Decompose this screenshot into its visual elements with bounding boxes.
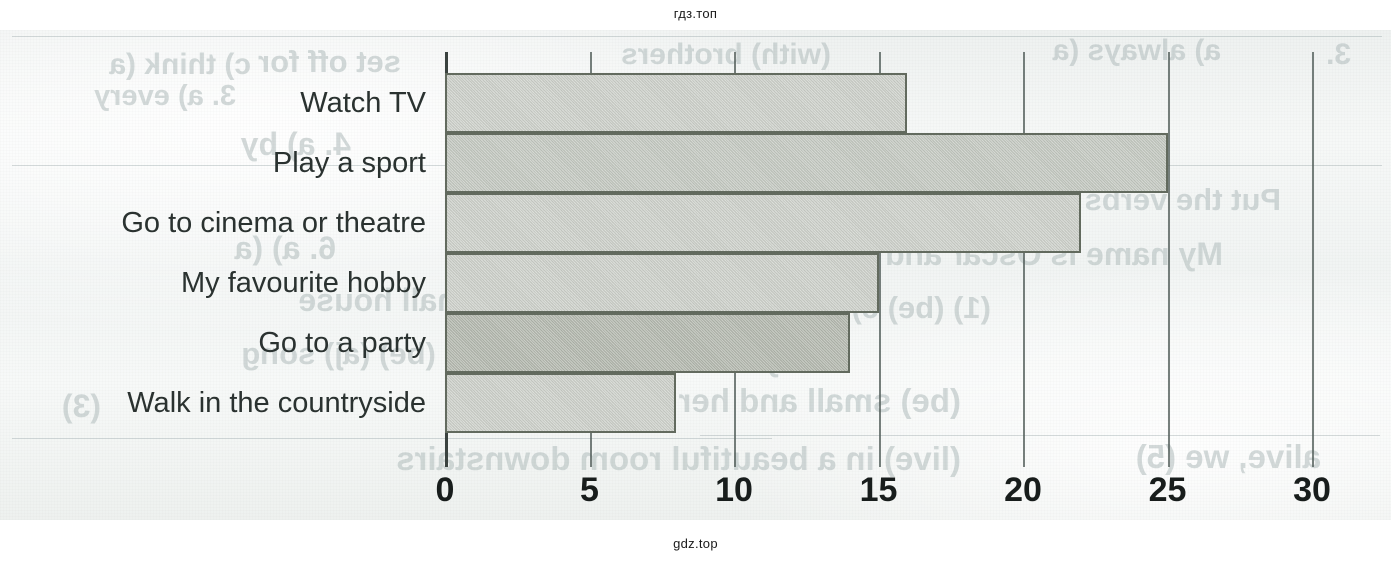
bar-row — [445, 73, 1312, 133]
gridline-20 — [1023, 52, 1025, 467]
tick-label-25: 25 — [1148, 471, 1187, 509]
category-label-3: My favourite hobby — [180, 267, 426, 299]
bar-my-favourite-hobby — [445, 253, 879, 313]
tick-label-10: 10 — [715, 471, 753, 509]
bar-play-a-sport — [445, 133, 1168, 193]
bar-chart: Watch TV Play a sport Go to cinema or thea… — [0, 30, 1391, 520]
bar-walk-in-the-countryside — [445, 373, 677, 433]
category-label-0: Watch TV — [300, 87, 426, 119]
gridline-15 — [878, 52, 881, 467]
scanned-page: 3. a) always (a (with) brothers set off for… — [0, 30, 1391, 520]
bar-row — [445, 193, 1312, 253]
tick-label-0: 0 — [435, 471, 455, 509]
category-label-1: Play a sport — [272, 147, 426, 179]
gridline-30 — [1312, 52, 1314, 467]
bar-go-to-a-party — [445, 313, 850, 373]
value-axis-tick-labels: 0 5 10 15 20 25 30 — [436, 471, 1331, 517]
tick-label-5: 5 — [580, 471, 599, 509]
plot-area — [445, 52, 1314, 467]
bar-row — [445, 373, 1312, 433]
category-label-2: Go to cinema or theatre — [121, 207, 426, 239]
category-label-5: Walk in the countryside — [127, 387, 426, 419]
category-axis-labels: Watch TV Play a sport Go to cinema or thea… — [0, 73, 438, 433]
tick-label-30: 30 — [1293, 471, 1331, 509]
tick-label-20: 20 — [1004, 471, 1042, 509]
watermark-bottom: gdz.top — [673, 536, 718, 551]
tick-label-15: 15 — [859, 471, 898, 509]
category-label-4: Go to a party — [258, 327, 426, 359]
bar-row — [445, 133, 1312, 193]
watermark-top: гдз.топ — [673, 6, 718, 21]
bar-series — [445, 73, 1312, 433]
bar-row — [445, 253, 1312, 313]
bar-watch-tv — [445, 73, 908, 133]
bar-go-to-cinema-or-theatre — [445, 193, 1081, 253]
gridline-25 — [1167, 52, 1170, 467]
bar-row — [445, 313, 1312, 373]
